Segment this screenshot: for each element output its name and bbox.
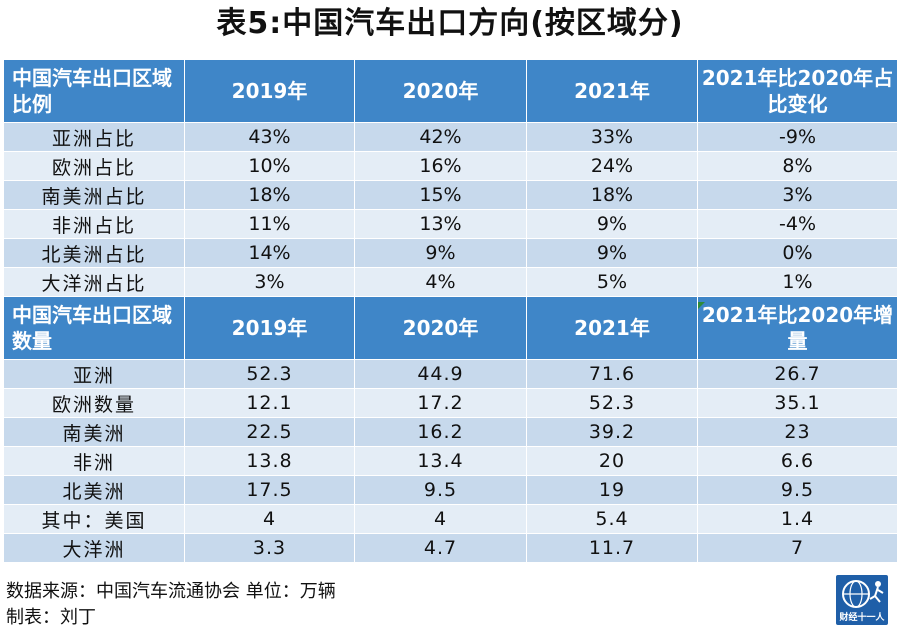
cell-2019: 13.8 bbox=[184, 446, 355, 476]
row-label: 欧洲占比 bbox=[3, 151, 185, 181]
cell-increase: 7 bbox=[697, 533, 898, 563]
cell-2019: 43% bbox=[184, 122, 355, 152]
cell-2020: 4 bbox=[354, 504, 527, 534]
cell-2019: 3% bbox=[184, 267, 355, 297]
table-row: 大洋洲占比 3% 4% 5% 1% bbox=[3, 267, 898, 297]
cell-2019: 22.5 bbox=[184, 417, 355, 447]
logo-text: 财经十一人 bbox=[839, 613, 885, 623]
volume-header-row: 中国汽车出口区域数量 2019年 2020年 2021年 2021年比2020年… bbox=[3, 296, 898, 360]
cell-change: 1% bbox=[697, 267, 898, 297]
row-label: 大洋洲 bbox=[3, 533, 185, 563]
table-row: 北美洲 17.5 9.5 19 9.5 bbox=[3, 475, 898, 505]
cell-2019: 52.3 bbox=[184, 359, 355, 389]
table-row: 欧洲占比 10% 16% 24% 8% bbox=[3, 151, 898, 181]
volume-header-2019: 2019年 bbox=[184, 296, 355, 360]
table-row: 亚洲 52.3 44.9 71.6 26.7 bbox=[3, 359, 898, 389]
cell-change: -4% bbox=[697, 209, 898, 239]
table-row: 欧洲数量 12.1 17.2 52.3 35.1 bbox=[3, 388, 898, 418]
row-label: 南美洲占比 bbox=[3, 180, 185, 210]
share-header-change: 2021年比2020年占比变化 bbox=[697, 59, 898, 123]
cell-change: 0% bbox=[697, 238, 898, 268]
cell-2020: 4.7 bbox=[354, 533, 527, 563]
cell-comment-marker bbox=[698, 302, 705, 309]
page-title: 表5:中国汽车出口方向(按区域分) bbox=[216, 6, 684, 41]
cell-2021: 9% bbox=[526, 238, 698, 268]
cell-2019: 18% bbox=[184, 180, 355, 210]
row-label: 南美洲 bbox=[3, 417, 185, 447]
cell-2019: 4 bbox=[184, 504, 355, 534]
table-row: 非洲 13.8 13.4 20 6.6 bbox=[3, 446, 898, 476]
cell-2021: 5.4 bbox=[526, 504, 698, 534]
cell-2019: 17.5 bbox=[184, 475, 355, 505]
row-label: 亚洲 bbox=[3, 359, 185, 389]
table-row: 其中：美国 4 4 5.4 1.4 bbox=[3, 504, 898, 534]
table-row: 南美洲占比 18% 15% 18% 3% bbox=[3, 180, 898, 210]
cell-2020: 42% bbox=[354, 122, 527, 152]
row-label: 非洲 bbox=[3, 446, 185, 476]
cell-2020: 13% bbox=[354, 209, 527, 239]
share-header-2021: 2021年 bbox=[526, 59, 698, 123]
share-header-2019: 2019年 bbox=[184, 59, 355, 123]
publisher-logo: 财经十一人 bbox=[836, 575, 888, 625]
cell-2021: 9% bbox=[526, 209, 698, 239]
table-row: 非洲占比 11% 13% 9% -4% bbox=[3, 209, 898, 239]
row-label: 欧洲数量 bbox=[3, 388, 185, 418]
cell-2020: 16.2 bbox=[354, 417, 527, 447]
cell-2021: 52.3 bbox=[526, 388, 698, 418]
volume-header-increase: 2021年比2020年增量 bbox=[697, 296, 898, 360]
cell-increase: 26.7 bbox=[697, 359, 898, 389]
data-source-note: 数据来源：中国汽车流通协会 单位：万辆 bbox=[6, 581, 336, 602]
cell-2020: 17.2 bbox=[354, 388, 527, 418]
cell-2021: 18% bbox=[526, 180, 698, 210]
share-header-row: 中国汽车出口区域比例 2019年 2020年 2021年 2021年比2020年… bbox=[3, 59, 898, 123]
cell-2020: 4% bbox=[354, 267, 527, 297]
cell-increase: 23 bbox=[697, 417, 898, 447]
row-label: 大洋洲占比 bbox=[3, 267, 185, 297]
cell-2021: 39.2 bbox=[526, 417, 698, 447]
cell-2021: 24% bbox=[526, 151, 698, 181]
cell-increase: 9.5 bbox=[697, 475, 898, 505]
table-row: 南美洲 22.5 16.2 39.2 23 bbox=[3, 417, 898, 447]
row-label: 非洲占比 bbox=[3, 209, 185, 239]
cell-2021: 5% bbox=[526, 267, 698, 297]
export-direction-table: 中国汽车出口区域比例 2019年 2020年 2021年 2021年比2020年… bbox=[3, 59, 898, 563]
cell-2020: 13.4 bbox=[354, 446, 527, 476]
cell-2021: 11.7 bbox=[526, 533, 698, 563]
cell-2020: 44.9 bbox=[354, 359, 527, 389]
globe-runner-icon bbox=[842, 580, 884, 608]
cell-change: 3% bbox=[697, 180, 898, 210]
cell-2020: 9% bbox=[354, 238, 527, 268]
cell-2021: 33% bbox=[526, 122, 698, 152]
volume-header-2020: 2020年 bbox=[354, 296, 527, 360]
cell-2020: 15% bbox=[354, 180, 527, 210]
cell-2021: 71.6 bbox=[526, 359, 698, 389]
cell-2019: 3.3 bbox=[184, 533, 355, 563]
share-header-2020: 2020年 bbox=[354, 59, 527, 123]
row-label: 北美洲占比 bbox=[3, 238, 185, 268]
volume-header-region: 中国汽车出口区域数量 bbox=[3, 296, 185, 360]
author-note: 制表：刘丁 bbox=[6, 607, 96, 628]
cell-2021: 20 bbox=[526, 446, 698, 476]
cell-2020: 9.5 bbox=[354, 475, 527, 505]
cell-increase: 6.6 bbox=[697, 446, 898, 476]
table-row: 亚洲占比 43% 42% 33% -9% bbox=[3, 122, 898, 152]
table-row: 北美洲占比 14% 9% 9% 0% bbox=[3, 238, 898, 268]
cell-increase: 35.1 bbox=[697, 388, 898, 418]
row-label: 亚洲占比 bbox=[3, 122, 185, 152]
table-row: 大洋洲 3.3 4.7 11.7 7 bbox=[3, 533, 898, 563]
cell-2019: 10% bbox=[184, 151, 355, 181]
cell-2019: 12.1 bbox=[184, 388, 355, 418]
row-label: 其中：美国 bbox=[3, 504, 185, 534]
cell-2019: 11% bbox=[184, 209, 355, 239]
cell-2021: 19 bbox=[526, 475, 698, 505]
volume-header-2021: 2021年 bbox=[526, 296, 698, 360]
row-label: 北美洲 bbox=[3, 475, 185, 505]
share-header-region: 中国汽车出口区域比例 bbox=[3, 59, 185, 123]
cell-2020: 16% bbox=[354, 151, 527, 181]
cell-increase: 1.4 bbox=[697, 504, 898, 534]
cell-2019: 14% bbox=[184, 238, 355, 268]
cell-change: -9% bbox=[697, 122, 898, 152]
cell-change: 8% bbox=[697, 151, 898, 181]
